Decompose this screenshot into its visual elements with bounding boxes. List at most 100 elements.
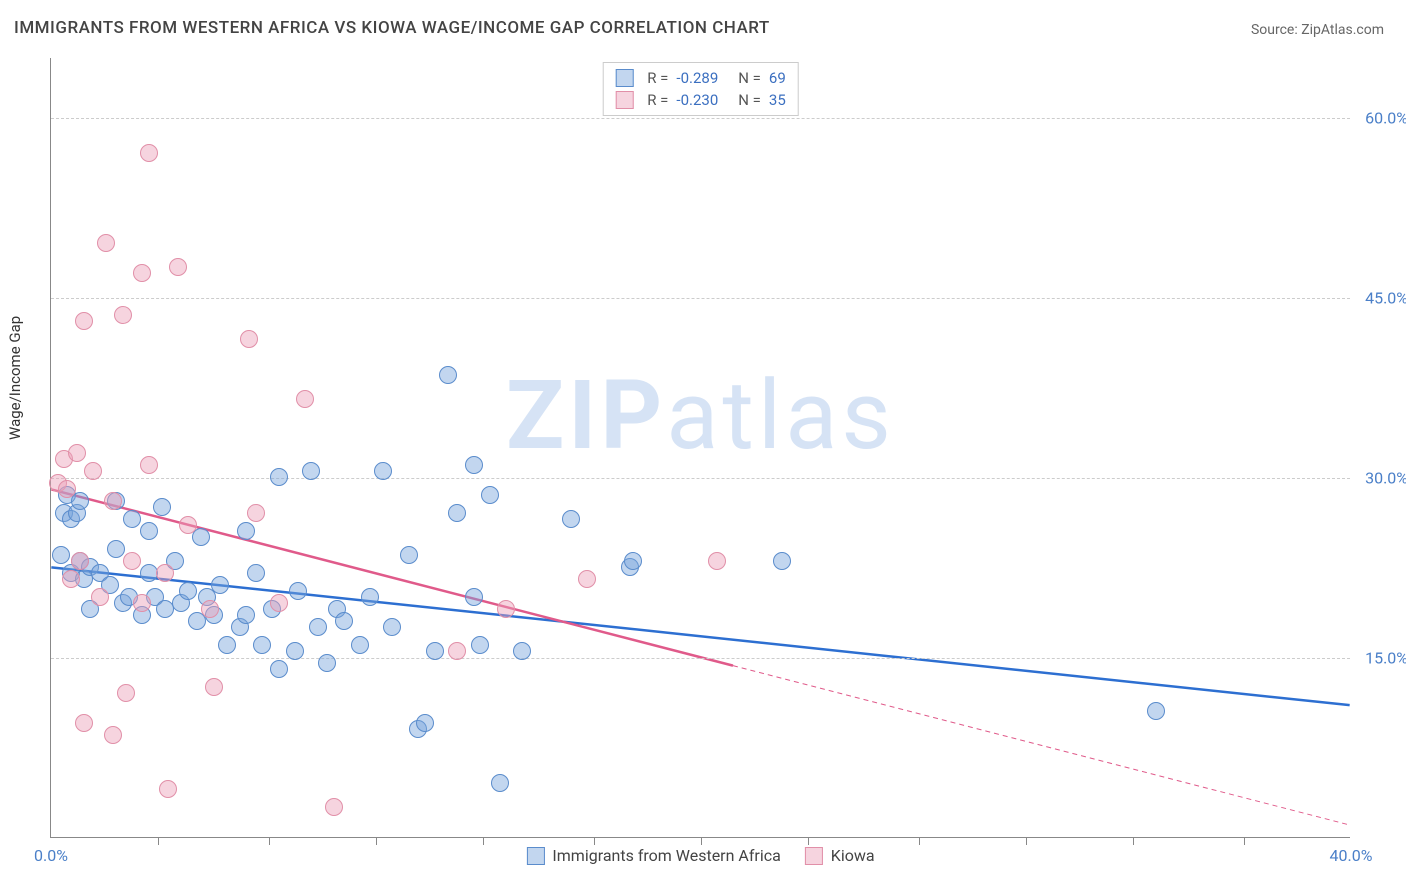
data-point (296, 390, 314, 408)
data-point (237, 606, 255, 624)
r-label: R = (647, 91, 668, 109)
data-point (237, 522, 255, 540)
data-point (247, 564, 265, 582)
xtick (1133, 837, 1134, 845)
ytick-label: 45.0% (1365, 289, 1406, 308)
legend-stats-row-0: R = -0.289 N = 69 (615, 67, 786, 89)
data-point (169, 258, 187, 276)
y-axis-label: Wage/Income Gap (6, 316, 24, 440)
legend-stats: R = -0.289 N = 69 R = -0.230 N = 35 (602, 62, 799, 116)
data-point (318, 654, 336, 672)
data-point (270, 468, 288, 486)
gridline-h (51, 118, 1350, 119)
xtick (594, 837, 595, 845)
data-point (123, 510, 141, 528)
data-point (247, 504, 265, 522)
data-point (114, 306, 132, 324)
xtick (483, 837, 484, 845)
data-point (153, 498, 171, 516)
xtick (808, 837, 809, 845)
r-value-1: -0.230 (676, 91, 718, 109)
gridline-h (51, 298, 1350, 299)
legend-label-1: Kiowa (831, 846, 875, 865)
n-value-1: 35 (769, 91, 786, 109)
data-point (351, 636, 369, 654)
data-point (471, 636, 489, 654)
data-point (286, 642, 304, 660)
xtick-label: 40.0% (1330, 846, 1373, 865)
data-point (416, 714, 434, 732)
data-point (361, 588, 379, 606)
data-point (71, 552, 89, 570)
data-point (624, 552, 642, 570)
data-point (133, 264, 151, 282)
data-point (562, 510, 580, 528)
data-point (91, 588, 109, 606)
data-point (107, 540, 125, 558)
n-label: N = (738, 69, 761, 87)
legend-label-0: Immigrants from Western Africa (552, 846, 780, 865)
r-label: R = (647, 69, 668, 87)
data-point (383, 618, 401, 636)
trend-line (51, 567, 1349, 705)
data-point (448, 642, 466, 660)
data-point (104, 492, 122, 510)
data-point (123, 552, 141, 570)
data-point (117, 684, 135, 702)
data-point (270, 594, 288, 612)
legend-stats-row-1: R = -0.230 N = 35 (615, 89, 786, 111)
data-point (97, 234, 115, 252)
data-point (1147, 702, 1165, 720)
data-point (104, 726, 122, 744)
data-point (439, 366, 457, 384)
data-point (578, 570, 596, 588)
xtick (919, 837, 920, 845)
data-point (309, 618, 327, 636)
data-point (159, 780, 177, 798)
data-point (491, 774, 509, 792)
data-point (374, 462, 392, 480)
gridline-h (51, 658, 1350, 659)
n-value-0: 69 (769, 69, 786, 87)
trend-lines-svg (51, 58, 1350, 837)
xtick (376, 837, 377, 845)
data-point (58, 480, 76, 498)
r-value-0: -0.289 (676, 69, 718, 87)
ytick-label: 30.0% (1365, 469, 1406, 488)
data-point (205, 678, 223, 696)
gridline-h (51, 478, 1350, 479)
data-point (84, 462, 102, 480)
trend-line-dashed (733, 666, 1350, 825)
data-point (211, 576, 229, 594)
data-point (708, 552, 726, 570)
data-point (52, 546, 70, 564)
ytick-label: 15.0% (1365, 649, 1406, 668)
data-point (289, 582, 307, 600)
legend-swatch-bottom-1 (805, 847, 823, 865)
source-attribution: Source: ZipAtlas.com (1251, 22, 1384, 38)
data-point (133, 594, 151, 612)
data-point (179, 516, 197, 534)
data-point (75, 312, 93, 330)
data-point (773, 552, 791, 570)
legend-swatch-series-0 (615, 69, 633, 87)
data-point (68, 444, 86, 462)
data-point (179, 582, 197, 600)
data-point (325, 798, 343, 816)
data-point (448, 504, 466, 522)
xtick (158, 837, 159, 845)
data-point (201, 600, 219, 618)
data-point (140, 456, 158, 474)
legend-item-0: Immigrants from Western Africa (526, 846, 780, 865)
data-point (426, 642, 444, 660)
data-point (75, 714, 93, 732)
data-point (140, 522, 158, 540)
xtick (1244, 837, 1245, 845)
data-point (465, 588, 483, 606)
legend-bottom: Immigrants from Western Africa Kiowa (526, 846, 874, 865)
legend-swatch-bottom-0 (526, 847, 544, 865)
xtick (701, 837, 702, 845)
chart-title: IMMIGRANTS FROM WESTERN AFRICA VS KIOWA … (14, 18, 770, 38)
xtick (1026, 837, 1027, 845)
data-point (218, 636, 236, 654)
